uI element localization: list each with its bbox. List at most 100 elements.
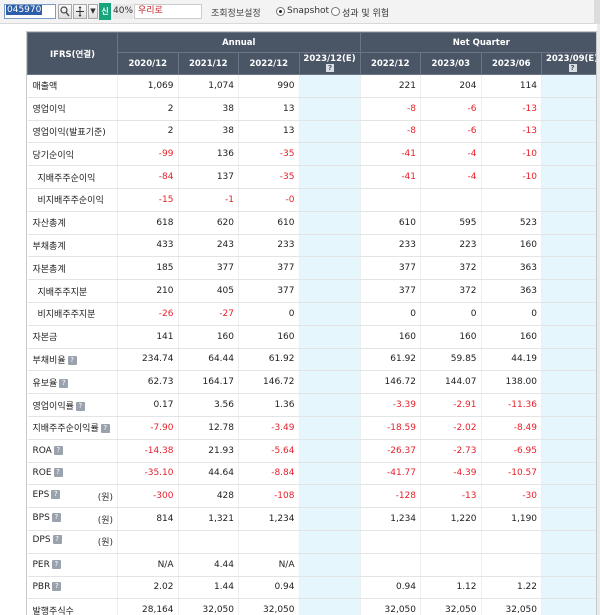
options-label: 조회정보설정 [211,9,261,19]
value-cell: -10 [480,165,542,189]
estimate-help-icon[interactable]: ? [326,64,334,72]
value-cell: 185 [117,256,178,281]
value-cell: 0.94 [359,576,421,600]
value-cell: -11.36 [480,393,542,417]
dropdown-button[interactable]: ▼ [88,4,98,19]
value-cell [298,576,361,600]
stock-code-value: 045970 [6,5,43,15]
value-cell: 428 [177,484,239,509]
financial-summary-panel: IFRS(연결) Annual Net Quarter 2020/12 2021/… [26,31,597,615]
value-cell: 160 [480,234,542,258]
help-icon[interactable]: ? [67,355,77,365]
value-cell: -3.39 [359,393,421,417]
row-label: PER [32,559,50,570]
quarter-header: Net Quarter [359,32,596,53]
value-cell: -8 [359,120,421,144]
value-cell [177,530,239,554]
value-cell: -10.57 [480,462,542,486]
value-cell: -2.02 [420,416,482,440]
value-cell [541,142,596,167]
value-cell: 1.36 [238,393,299,417]
row-label-cell: 비지배주주지분 [27,302,118,326]
help-icon[interactable]: ? [100,424,110,434]
value-cell [298,279,361,303]
vertical-scrollbar[interactable] [597,24,600,615]
row-label: DPS [32,535,51,546]
help-icon[interactable]: ? [51,489,61,499]
value-cell: 160 [359,325,421,349]
snapshot-radio[interactable] [276,7,285,16]
value-cell: -3.49 [238,416,299,440]
value-cell [298,165,361,189]
period-label: 2023/03 [431,58,471,69]
help-icon[interactable]: ? [59,378,69,388]
value-cell: -2.73 [420,439,482,463]
value-cell: 64.44 [177,348,239,372]
value-cell: 13 [238,120,299,144]
value-cell [541,393,596,417]
table-row: BPS? (원) 814 1,321 1,234 1,234 1,220 1,190 [27,507,596,531]
value-cell: 372 [420,256,482,281]
value-cell: 1.22 [480,576,542,600]
help-icon[interactable]: ? [52,582,62,592]
row-label-cell: BPS? (원) [27,507,118,531]
value-cell [541,165,596,189]
value-cell [298,234,361,258]
stock-code-input[interactable]: 045970 [4,4,56,19]
value-cell: -26.37 [359,439,421,463]
help-icon[interactable]: ? [75,401,85,411]
value-cell: -4.39 [420,462,482,486]
period-label: 2020/12 [128,58,168,69]
help-icon[interactable]: ? [52,535,62,545]
row-label-cell: 발행주식수 [27,598,118,615]
value-cell: 1,190 [480,507,542,531]
toolbar: 045970 ▼ 신 40% 우리로 조회정보설정 Snapshot 성과 및 … [0,0,600,24]
table-row: 자산총계 618 620 610 610 595 523 [27,211,596,235]
value-cell [298,302,361,326]
value-cell: 59.85 [420,348,482,372]
value-cell: 221 [359,74,421,98]
help-icon[interactable]: ? [51,512,61,522]
value-cell [420,553,482,577]
value-cell [480,530,542,554]
value-cell: 61.92 [359,348,421,372]
performance-label[interactable]: 성과 및 위험 [342,9,390,19]
value-cell: 32,050 [420,598,482,615]
row-label: 자산총계 [32,219,66,230]
table-row: 자본총계 185 377 377 377 372 363 [27,256,596,281]
help-icon[interactable]: ? [51,559,61,569]
row-label-cell: 부채총계 [27,234,118,258]
row-label-cell: 영업이익률? [27,393,118,417]
value-cell: 610 [359,211,421,235]
table-row: 부채총계 433 243 233 233 223 160 [27,234,596,258]
help-icon[interactable]: ? [53,445,63,455]
value-cell: 814 [117,507,178,531]
row-label: 비지배주주지분 [37,310,96,321]
search-button[interactable] [58,4,72,19]
row-label: 유보율 [32,378,58,389]
performance-radio[interactable] [331,7,340,16]
value-cell: 32,050 [177,598,239,615]
value-cell [541,507,596,531]
navigate-button[interactable] [73,4,87,19]
value-cell: 44.19 [480,348,542,372]
value-cell [541,553,596,577]
value-cell [298,530,361,554]
period-header: 2021/12 [177,52,239,75]
value-cell: -41.77 [359,462,421,486]
stock-name-field[interactable]: 우리로 [134,4,202,19]
value-cell [541,97,596,121]
value-cell [480,553,542,577]
value-cell: -8.84 [238,462,299,486]
help-icon[interactable]: ? [53,468,63,478]
value-cell: -30 [480,484,542,509]
snapshot-label[interactable]: Snapshot [287,6,330,16]
value-cell: 234.74 [117,348,178,372]
value-cell: -13 [420,484,482,509]
value-cell: -35.10 [117,462,178,486]
row-label: 비지배주주순이익 [37,196,104,207]
row-unit: (원) [97,492,113,503]
value-cell [298,507,361,531]
value-cell: -8 [359,97,421,121]
estimate-help-icon[interactable]: ? [568,64,577,72]
